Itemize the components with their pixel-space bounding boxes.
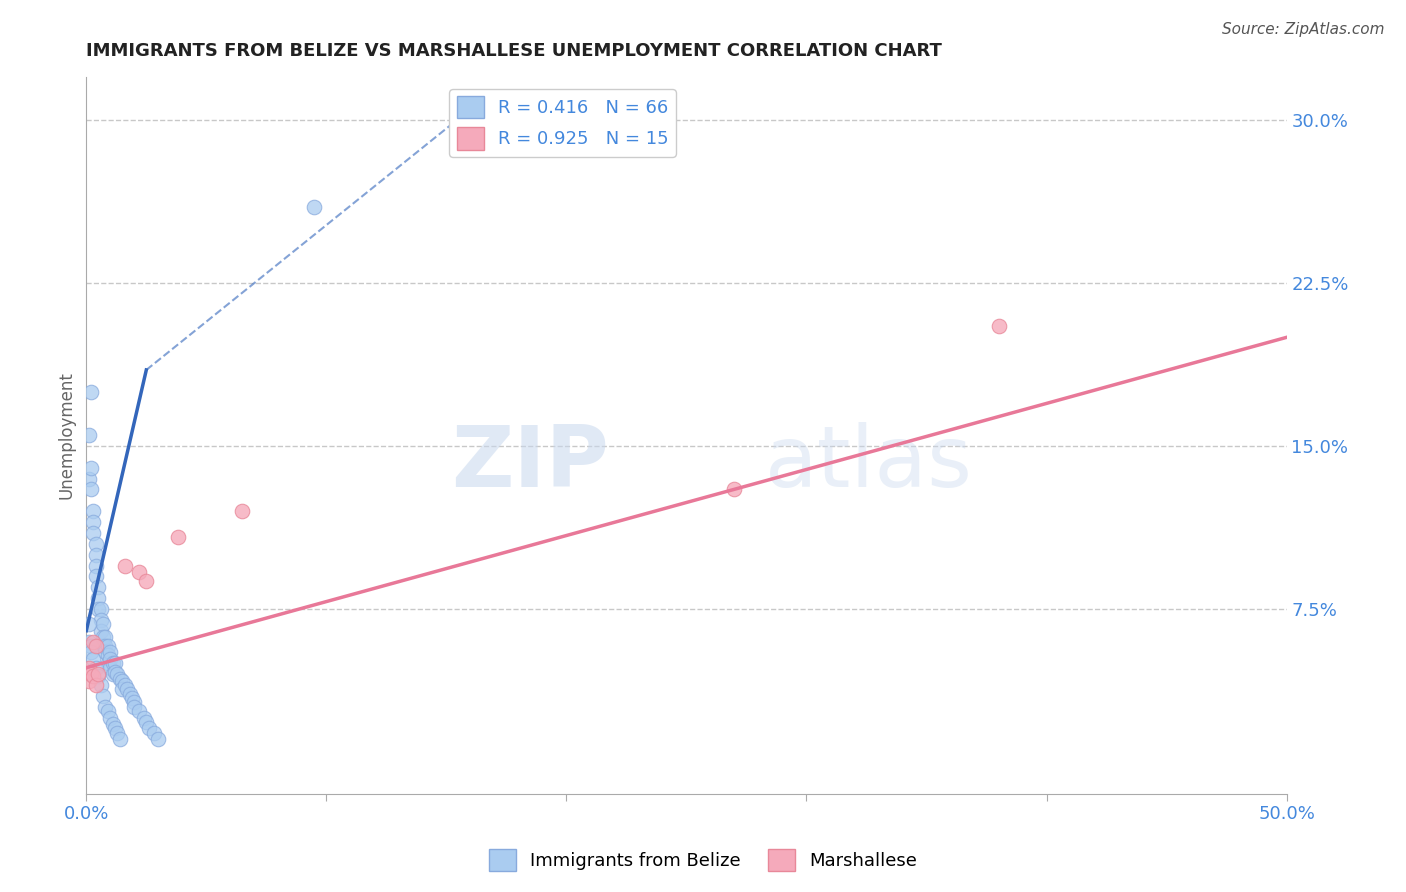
Point [80, 667, 103, 681]
Point [80, 645, 103, 659]
Point [107, 667, 129, 681]
Point [132, 711, 155, 725]
Point [87, 667, 110, 681]
Point [101, 667, 124, 681]
Point [91, 630, 114, 644]
Point [87, 580, 110, 594]
Point [138, 722, 160, 736]
Point [97, 648, 120, 662]
Point [142, 726, 165, 740]
Point [114, 558, 136, 573]
Point [77, 673, 100, 688]
Text: ZIP: ZIP [451, 422, 609, 505]
Point [90, 613, 112, 627]
Point [77, 428, 100, 442]
Text: IMMIGRANTS FROM BELIZE VS MARSHALLESE UNEMPLOYMENT CORRELATION CHART: IMMIGRANTS FROM BELIZE VS MARSHALLESE UN… [86, 42, 942, 60]
Point [987, 319, 1010, 334]
Point [108, 732, 131, 747]
Point [101, 657, 124, 671]
Point [90, 678, 112, 692]
Point [104, 657, 127, 671]
Point [97, 639, 120, 653]
Point [82, 634, 104, 648]
Point [82, 504, 104, 518]
Legend: R = 0.416   N = 66, R = 0.925   N = 15: R = 0.416 N = 66, R = 0.925 N = 15 [450, 89, 676, 157]
Point [128, 565, 150, 579]
Point [80, 460, 103, 475]
Point [98, 652, 121, 666]
Point [97, 704, 120, 718]
Point [91, 639, 114, 653]
Point [91, 689, 114, 703]
Point [128, 704, 150, 718]
Point [84, 660, 107, 674]
Point [77, 472, 100, 486]
Point [80, 384, 103, 399]
Point [723, 483, 745, 497]
Text: atlas: atlas [765, 422, 973, 505]
Point [84, 548, 107, 562]
Point [80, 639, 103, 653]
Point [98, 711, 121, 725]
Point [166, 530, 188, 544]
Point [97, 657, 120, 671]
Point [118, 687, 141, 701]
Point [84, 569, 107, 583]
Point [80, 483, 103, 497]
Legend: Immigrants from Belize, Marshallese: Immigrants from Belize, Marshallese [481, 842, 925, 879]
Point [82, 525, 104, 540]
Point [104, 665, 127, 679]
Point [87, 591, 110, 606]
Point [94, 645, 117, 659]
Point [124, 699, 146, 714]
Y-axis label: Unemployment: Unemployment [58, 371, 75, 499]
Point [90, 624, 112, 638]
Point [135, 714, 157, 729]
Point [231, 504, 253, 518]
Point [135, 574, 157, 588]
Point [90, 602, 112, 616]
Point [98, 660, 121, 674]
Point [87, 602, 110, 616]
Point [82, 515, 104, 529]
Point [77, 634, 100, 648]
Point [111, 673, 134, 688]
Text: Source: ZipAtlas.com: Source: ZipAtlas.com [1222, 22, 1385, 37]
Point [107, 726, 129, 740]
Point [84, 558, 107, 573]
Point [82, 669, 104, 683]
Point [94, 699, 117, 714]
Point [115, 682, 138, 697]
Point [104, 722, 127, 736]
Point [77, 617, 100, 632]
Point [111, 682, 134, 697]
Point [94, 639, 117, 653]
Point [87, 669, 110, 683]
Point [84, 537, 107, 551]
Point [148, 732, 170, 747]
Point [94, 630, 117, 644]
Point [124, 695, 146, 709]
Point [304, 200, 326, 214]
Point [101, 717, 124, 731]
Point [121, 691, 143, 706]
Point [77, 660, 100, 674]
Point [82, 652, 104, 666]
Point [91, 617, 114, 632]
Point [84, 678, 107, 692]
Point [84, 639, 107, 653]
Point [114, 678, 136, 692]
Point [108, 672, 131, 686]
Point [98, 645, 121, 659]
